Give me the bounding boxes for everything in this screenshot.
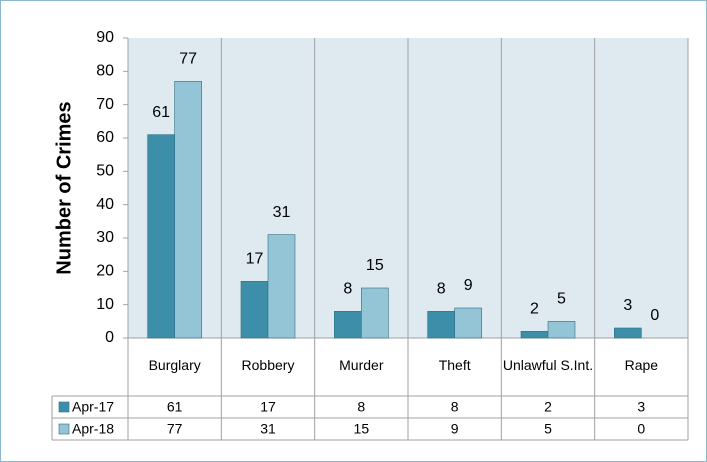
y-axis-title: Number of Crimes — [53, 101, 75, 274]
bar — [361, 287, 389, 339]
x-tick-label: Theft — [438, 356, 471, 373]
y-tick-label: 50 — [96, 163, 114, 180]
x-tick-label-box: Murder — [339, 356, 384, 373]
data-label: 77 — [179, 51, 197, 68]
data-label: 3 — [623, 297, 632, 314]
x-tick-label: Rape — [624, 356, 659, 373]
x-tick-label: Robbery — [241, 356, 295, 373]
legend-key — [58, 401, 70, 413]
y-tick-label: 70 — [96, 96, 114, 113]
bar — [334, 311, 362, 339]
x-tick-label: Murder — [339, 356, 384, 373]
data-label: 8 — [437, 281, 446, 298]
y-tick-label: 60 — [96, 129, 114, 146]
x-tick-label-box: Robbery — [241, 356, 295, 373]
table-value: 8 — [357, 399, 365, 415]
y-tick-label: 90 — [96, 29, 114, 46]
table-value: 3 — [637, 399, 645, 415]
y-tick-label: 10 — [96, 296, 114, 313]
x-tick-label-box: Burglary — [148, 356, 201, 373]
table-value: 61 — [167, 399, 183, 415]
data-label: 0 — [650, 307, 659, 324]
y-tick-label: 20 — [96, 263, 114, 280]
bar — [520, 331, 549, 339]
table-value: 5 — [544, 421, 552, 437]
x-tick-label: Burglary — [148, 356, 201, 373]
data-label: 31 — [273, 204, 291, 221]
bar — [454, 307, 482, 339]
table-value: 2 — [544, 399, 552, 415]
legend-label: Apr-17 — [72, 399, 114, 415]
data-label: 15 — [366, 257, 384, 274]
table-value: 9 — [451, 421, 459, 437]
data-label: 9 — [464, 277, 473, 294]
bar — [427, 311, 455, 339]
data-label: 2 — [530, 301, 539, 318]
x-tick-label-box: Theft — [438, 356, 471, 373]
table-value: 0 — [637, 421, 645, 437]
y-tick-label: 30 — [96, 229, 114, 246]
table-value: 17 — [260, 399, 276, 415]
bar — [240, 281, 269, 339]
y-tick-label: 0 — [105, 329, 114, 346]
table-value: 31 — [260, 421, 276, 437]
data-label: 8 — [343, 281, 352, 298]
y-tick-label: 40 — [96, 196, 114, 213]
legend-key — [58, 423, 70, 435]
bar — [147, 134, 175, 339]
x-tick-label-box: Rape — [624, 356, 659, 373]
table-value: 77 — [167, 421, 183, 437]
bar — [174, 81, 202, 339]
table-value: 15 — [354, 421, 370, 437]
legend-label: Apr-18 — [72, 421, 114, 437]
data-label: 5 — [557, 291, 566, 308]
x-tick-label-box: Unlawful S.Int. — [502, 356, 594, 373]
bar — [614, 327, 642, 339]
y-tick-label: 80 — [96, 63, 114, 80]
bar — [267, 234, 296, 339]
data-label: 61 — [152, 104, 170, 121]
bar — [547, 321, 576, 339]
data-label: 17 — [246, 251, 264, 268]
table-value: 8 — [451, 399, 459, 415]
x-tick-label: Unlawful S.Int. — [502, 356, 594, 373]
